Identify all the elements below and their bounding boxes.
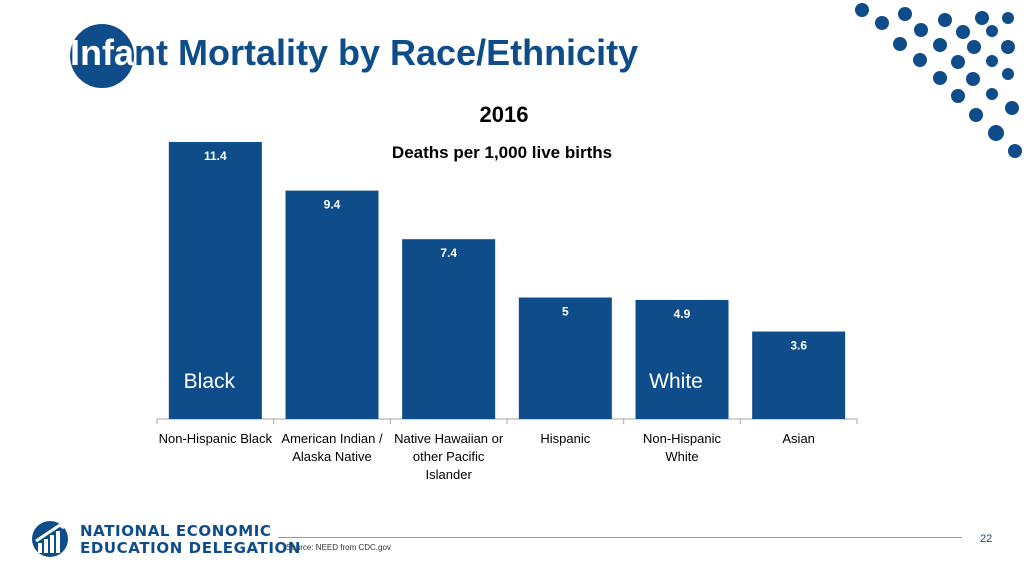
bar — [285, 190, 379, 419]
need-logo: NATIONAL ECONOMIC EDUCATION DELEGATION — [30, 519, 300, 559]
bar-annotation: Black — [184, 370, 236, 393]
footer-divider — [278, 537, 962, 538]
bar-value-label: 3.6 — [790, 339, 807, 353]
logo-line-1: NATIONAL ECONOMIC — [80, 522, 272, 540]
bar — [752, 331, 846, 419]
bar-value-label: 5 — [562, 305, 569, 319]
page-number: 22 — [980, 533, 993, 545]
logo-icon — [32, 521, 68, 557]
bar-value-label: 9.4 — [324, 198, 341, 212]
category-tick-label: Asian — [782, 431, 815, 446]
chart-title: 2016 — [479, 102, 529, 127]
bar — [635, 299, 729, 419]
bar — [168, 142, 262, 419]
bar-value-label: 11.4 — [204, 149, 227, 163]
bar — [402, 239, 496, 419]
bar-chart: 11.4 Non-Hispanic Black 9.4 American Indian… — [156, 142, 858, 482]
bar-annotation: White — [649, 370, 703, 393]
category-tick-label: Hispanic — [540, 431, 590, 446]
decorative-dots — [855, 3, 1022, 158]
title-accent-circle — [70, 24, 134, 88]
chart-subtitle: Deaths per 1,000 live births — [391, 143, 613, 162]
bar — [518, 297, 612, 419]
source-note: Source: NEED from CDC.gov — [286, 543, 391, 552]
category-tick-label: Native Hawaiian or other Pacific Islander — [394, 431, 504, 482]
slide-title: Infant Mortality by Race/Ethnicity — [70, 32, 639, 73]
category-tick-label: Non-Hispanic Black — [159, 431, 273, 446]
category-tick-label: Non-Hispanic White — [643, 431, 722, 464]
bar-value-label: 4.9 — [674, 307, 691, 321]
category-tick-label: American Indian / Alaska Native — [281, 431, 383, 464]
bar-value-label: 7.4 — [440, 246, 457, 260]
logo-line-2: EDUCATION DELEGATION — [80, 539, 302, 557]
